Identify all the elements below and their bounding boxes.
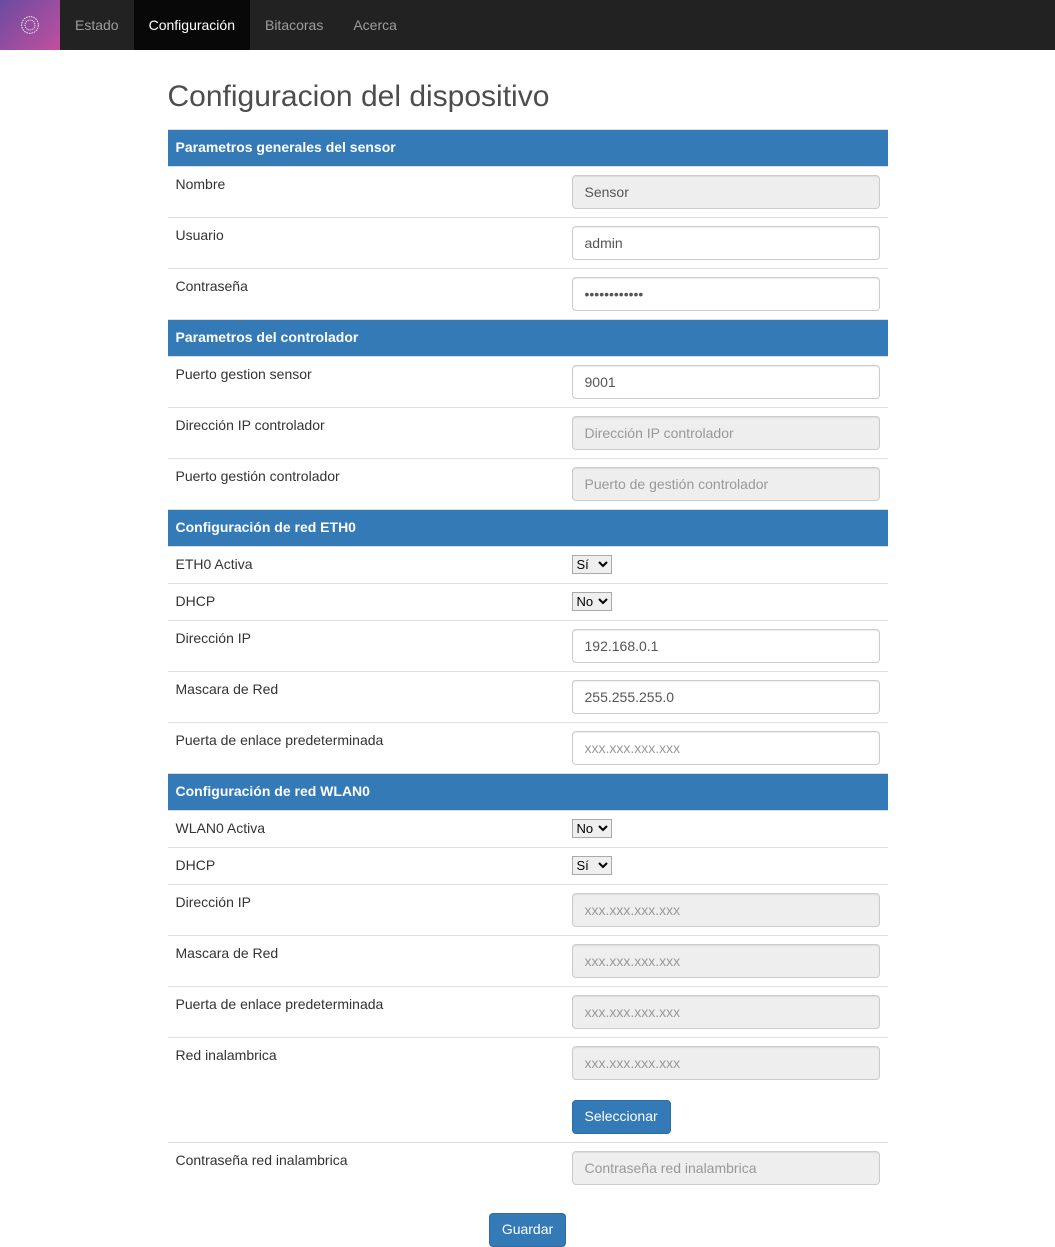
- nav-item-acerca[interactable]: Acerca: [338, 0, 412, 50]
- row-puerto-sensor: Puerto gestion sensor: [168, 356, 888, 407]
- eth0-activa-label: ETH0 Activa: [168, 546, 564, 583]
- main-container: Configuracion del dispositivo Parametros…: [153, 80, 903, 1247]
- puerto-sensor-label: Puerto gestion sensor: [168, 356, 564, 407]
- row-wlan0-ip: Dirección IP: [168, 884, 888, 935]
- usuario-input[interactable]: [572, 226, 880, 260]
- navbar: Estado Configuración Bitacoras Acerca: [0, 0, 1055, 50]
- section-header-general-label: Parametros generales del sensor: [168, 130, 888, 167]
- nav-item-configuracion[interactable]: Configuración: [134, 0, 250, 50]
- wlan0-red-input: [572, 1046, 880, 1080]
- eth0-puerta-input[interactable]: [572, 731, 880, 765]
- eth0-dhcp-select[interactable]: No: [572, 592, 612, 611]
- dir-ip-ctrl-input: [572, 416, 880, 450]
- wlan0-red-label: Red inalambrica: [168, 1037, 564, 1142]
- wlan0-activa-label: WLAN0 Activa: [168, 810, 564, 847]
- section-header-general: Parametros generales del sensor: [168, 130, 888, 167]
- section-header-eth0-label: Configuración de red ETH0: [168, 509, 888, 546]
- row-wlan0-mascara: Mascara de Red: [168, 935, 888, 986]
- row-wlan0-red: Red inalambrica Seleccionar: [168, 1037, 888, 1142]
- row-eth0-mascara: Mascara de Red: [168, 671, 888, 722]
- wlan0-mascara-label: Mascara de Red: [168, 935, 564, 986]
- nav-link-estado[interactable]: Estado: [60, 0, 134, 50]
- usuario-label: Usuario: [168, 217, 564, 268]
- contrasena-label: Contraseña: [168, 268, 564, 319]
- eth0-mascara-input[interactable]: [572, 680, 880, 714]
- nav-item-bitacoras[interactable]: Bitacoras: [250, 0, 338, 50]
- row-nombre: Nombre: [168, 166, 888, 217]
- nav-item-estado[interactable]: Estado: [60, 0, 134, 50]
- page-title: Configuracion del dispositivo: [168, 80, 888, 114]
- footer-actions: Guardar: [168, 1213, 888, 1247]
- eth0-ip-input[interactable]: [572, 629, 880, 663]
- row-contrasena: Contraseña: [168, 268, 888, 319]
- row-wlan0-contrasena: Contraseña red inalambrica: [168, 1142, 888, 1193]
- nav-link-configuracion[interactable]: Configuración: [134, 0, 250, 50]
- eth0-dhcp-label: DHCP: [168, 583, 564, 620]
- seleccionar-button[interactable]: Seleccionar: [572, 1100, 671, 1134]
- brand-logo[interactable]: [0, 0, 60, 50]
- puerto-ctrl-label: Puerto gestión controlador: [168, 458, 564, 509]
- section-header-wlan0-label: Configuración de red WLAN0: [168, 773, 888, 810]
- wlan0-puerta-label: Puerta de enlace predeterminada: [168, 986, 564, 1037]
- eth0-puerta-label: Puerta de enlace predeterminada: [168, 722, 564, 773]
- row-puerto-ctrl: Puerto gestión controlador: [168, 458, 888, 509]
- row-eth0-dhcp: DHCP No: [168, 583, 888, 620]
- section-header-controlador-label: Parametros del controlador: [168, 319, 888, 356]
- wlan0-ip-label: Dirección IP: [168, 884, 564, 935]
- wlan0-dhcp-label: DHCP: [168, 847, 564, 884]
- puerto-sensor-input[interactable]: [572, 365, 880, 399]
- row-dir-ip-ctrl: Dirección IP controlador: [168, 407, 888, 458]
- logo-icon: [20, 15, 40, 35]
- nombre-input: [572, 175, 880, 209]
- row-wlan0-puerta: Puerta de enlace predeterminada: [168, 986, 888, 1037]
- section-header-wlan0: Configuración de red WLAN0: [168, 773, 888, 810]
- guardar-button[interactable]: Guardar: [489, 1213, 566, 1247]
- puerto-ctrl-input: [572, 467, 880, 501]
- wlan0-puerta-input: [572, 995, 880, 1029]
- nav-link-acerca[interactable]: Acerca: [338, 0, 412, 50]
- eth0-mascara-label: Mascara de Red: [168, 671, 564, 722]
- section-header-controlador: Parametros del controlador: [168, 319, 888, 356]
- contrasena-input[interactable]: [572, 277, 880, 311]
- wlan0-contrasena-label: Contraseña red inalambrica: [168, 1142, 564, 1193]
- wlan0-contrasena-input: [572, 1151, 880, 1185]
- row-usuario: Usuario: [168, 217, 888, 268]
- row-wlan0-dhcp: DHCP Sí: [168, 847, 888, 884]
- row-eth0-ip: Dirección IP: [168, 620, 888, 671]
- row-eth0-activa: ETH0 Activa Sí: [168, 546, 888, 583]
- section-header-eth0: Configuración de red ETH0: [168, 509, 888, 546]
- wlan0-dhcp-select[interactable]: Sí: [572, 856, 612, 875]
- nav-list: Estado Configuración Bitacoras Acerca: [60, 0, 412, 50]
- dir-ip-ctrl-label: Dirección IP controlador: [168, 407, 564, 458]
- wlan0-activa-select[interactable]: No: [572, 819, 612, 838]
- nav-link-bitacoras[interactable]: Bitacoras: [250, 0, 338, 50]
- eth0-ip-label: Dirección IP: [168, 620, 564, 671]
- row-wlan0-activa: WLAN0 Activa No: [168, 810, 888, 847]
- wlan0-ip-input: [572, 893, 880, 927]
- config-table: Parametros generales del sensor Nombre U…: [168, 129, 888, 1193]
- eth0-activa-select[interactable]: Sí: [572, 555, 612, 574]
- nombre-label: Nombre: [168, 166, 564, 217]
- row-eth0-puerta: Puerta de enlace predeterminada: [168, 722, 888, 773]
